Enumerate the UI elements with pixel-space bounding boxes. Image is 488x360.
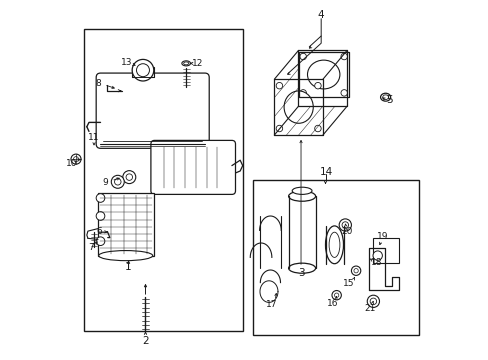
- Ellipse shape: [328, 232, 339, 257]
- Circle shape: [114, 179, 121, 185]
- Bar: [132, 67, 153, 77]
- Ellipse shape: [288, 191, 315, 201]
- Ellipse shape: [182, 61, 190, 66]
- FancyBboxPatch shape: [151, 140, 235, 194]
- Text: 11: 11: [88, 133, 100, 142]
- Ellipse shape: [307, 60, 339, 89]
- Bar: [98, 193, 154, 256]
- Circle shape: [314, 125, 321, 132]
- Text: 13: 13: [121, 58, 132, 67]
- Circle shape: [351, 266, 360, 275]
- Circle shape: [340, 90, 347, 96]
- Text: 7: 7: [88, 243, 94, 252]
- Circle shape: [276, 125, 282, 132]
- Bar: [84, 29, 242, 331]
- Text: 12: 12: [192, 59, 203, 68]
- Circle shape: [342, 222, 348, 228]
- Circle shape: [331, 291, 341, 300]
- Bar: [373, 238, 399, 263]
- Text: 10: 10: [66, 159, 77, 168]
- Ellipse shape: [288, 263, 315, 273]
- Circle shape: [136, 64, 149, 77]
- Circle shape: [276, 82, 282, 89]
- Text: 18: 18: [370, 258, 382, 267]
- Text: 21: 21: [364, 305, 375, 313]
- Circle shape: [372, 251, 382, 260]
- Circle shape: [96, 237, 104, 246]
- Text: 1: 1: [125, 262, 132, 272]
- Ellipse shape: [183, 62, 188, 65]
- Circle shape: [132, 59, 153, 81]
- Text: 16: 16: [326, 299, 338, 307]
- Text: 8: 8: [95, 79, 101, 88]
- Circle shape: [353, 269, 358, 273]
- Circle shape: [111, 175, 124, 188]
- Text: 17: 17: [265, 300, 277, 309]
- Circle shape: [339, 219, 351, 231]
- Bar: [253, 180, 418, 335]
- Ellipse shape: [99, 251, 152, 261]
- Ellipse shape: [292, 187, 311, 194]
- Circle shape: [369, 298, 376, 305]
- Circle shape: [126, 174, 132, 180]
- Ellipse shape: [325, 226, 343, 264]
- Circle shape: [299, 53, 306, 60]
- Circle shape: [73, 157, 79, 162]
- Ellipse shape: [380, 93, 390, 101]
- Circle shape: [314, 82, 321, 89]
- Circle shape: [299, 90, 306, 96]
- Text: 6: 6: [96, 228, 102, 236]
- Ellipse shape: [284, 91, 313, 123]
- Text: 15: 15: [343, 279, 354, 288]
- Text: 3: 3: [297, 268, 304, 278]
- Text: 5: 5: [386, 95, 392, 105]
- Circle shape: [366, 295, 379, 307]
- Text: 9: 9: [102, 178, 107, 187]
- Text: 2: 2: [142, 336, 148, 346]
- Circle shape: [340, 53, 347, 60]
- Circle shape: [122, 171, 136, 184]
- Text: 20: 20: [341, 227, 352, 236]
- Text: 14: 14: [319, 167, 332, 177]
- Circle shape: [96, 194, 104, 202]
- Circle shape: [96, 212, 104, 220]
- Ellipse shape: [382, 95, 387, 99]
- Circle shape: [334, 293, 338, 297]
- Circle shape: [71, 154, 81, 164]
- FancyBboxPatch shape: [96, 73, 209, 148]
- Text: 19: 19: [377, 233, 388, 241]
- Text: 4: 4: [317, 10, 324, 20]
